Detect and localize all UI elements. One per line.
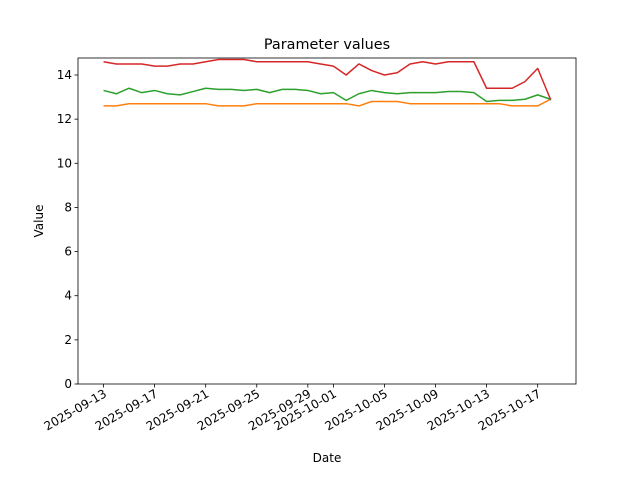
y-tick-label: 2 xyxy=(64,333,72,347)
data-line xyxy=(103,87,551,103)
data-line xyxy=(103,58,552,100)
y-tick-label: 10 xyxy=(57,156,72,170)
y-tick-label: 12 xyxy=(57,112,72,126)
x-axis-label: Date xyxy=(313,451,342,465)
y-tick-label: 14 xyxy=(57,68,72,82)
y-tick-label: 8 xyxy=(64,200,72,214)
y-tick-label: 4 xyxy=(64,289,72,303)
plot-frame xyxy=(77,57,577,385)
y-tick-label: 0 xyxy=(64,377,72,391)
data-line xyxy=(103,98,551,107)
y-tick-label: 6 xyxy=(64,245,72,259)
chart-title: Parameter values xyxy=(264,37,390,53)
y-axis-label: Value xyxy=(32,205,46,238)
